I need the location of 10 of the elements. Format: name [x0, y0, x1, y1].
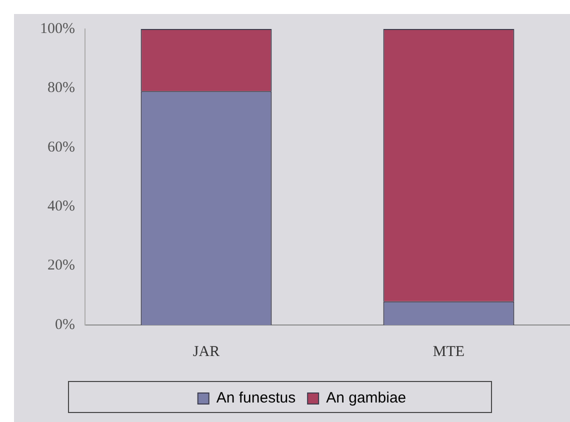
y-tick-label: 60%	[47, 139, 75, 156]
y-tick-label: 40%	[47, 198, 75, 215]
y-tick-label: 0%	[54, 316, 75, 333]
x-tick-label: JAR	[192, 344, 220, 360]
legend-label: An gambiae	[326, 390, 406, 407]
y-tick-label: 20%	[47, 258, 75, 274]
y-tick-label: 80%	[47, 80, 75, 96]
y-tick-label: 100%	[40, 20, 75, 37]
legend-label: An funestus	[216, 390, 296, 407]
x-tick-label: MTE	[432, 344, 465, 360]
